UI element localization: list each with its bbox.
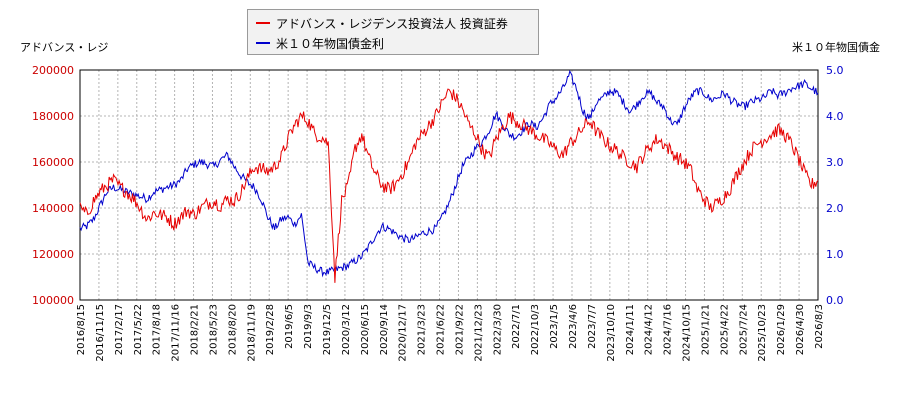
left-tick-label: 180000: [32, 110, 74, 123]
x-tick-label: 2016/11/15: [95, 304, 106, 362]
left-tick-label: 120000: [32, 248, 74, 261]
series-line-bond: [79, 69, 819, 278]
x-tick-label: 2019/12/5: [322, 304, 333, 355]
x-tick-label: 2026/1/29: [776, 304, 787, 355]
legend-item-stock: アドバンス・レジデンス投資法人 投資証券: [256, 14, 508, 32]
x-tick-label: 2020/12/17: [398, 304, 409, 362]
x-tick-label: 2021/3/23: [417, 304, 428, 355]
x-tick-label: 2017/11/16: [171, 304, 182, 362]
left-axis-title: アドバンス・レジ: [20, 41, 109, 54]
left-tick-label: 160000: [32, 156, 74, 169]
right-axis-title: 米１０年物国債金: [792, 41, 880, 54]
x-tick-label: 2025/10/23: [757, 304, 768, 362]
legend-item-bond: 米１０年物国債金利: [256, 34, 384, 52]
chart-legend: アドバンス・レジデンス投資法人 投資証券 米１０年物国債金利: [247, 9, 539, 55]
x-tick-label: 2023/1/5: [549, 304, 560, 349]
legend-swatch-bond: [256, 42, 270, 44]
x-tick-label: 2018/11/19: [246, 304, 257, 362]
x-tick-label: 2024/1/11: [625, 304, 636, 355]
x-tick-label: 2017/8/18: [152, 304, 163, 355]
x-tick-label: 2025/4/22: [719, 304, 730, 355]
x-tick-label: 2024/4/12: [644, 304, 655, 355]
right-tick-label: 2.0: [826, 202, 844, 215]
x-tick-label: 2019/9/3: [303, 304, 314, 349]
right-tick-label: 5.0: [826, 64, 844, 77]
x-tick-label: 2019/6/5: [284, 304, 295, 349]
x-tick-label: 2021/12/23: [473, 304, 484, 362]
x-tick-label: 2018/5/23: [208, 304, 219, 355]
x-tick-label: 2017/2/17: [114, 304, 125, 355]
left-tick-label: 200000: [32, 64, 74, 77]
x-tick-label: 2022/7/1: [511, 304, 522, 349]
left-tick-label: 140000: [32, 202, 74, 215]
x-tick-label: 2023/10/10: [606, 304, 617, 362]
plot-frame: [79, 69, 819, 301]
grid-lines: [79, 69, 819, 301]
x-tick-label: 2023/4/6: [568, 304, 579, 349]
legend-label-bond: 米１０年物国債金利: [276, 36, 385, 51]
x-tick-label: 2020/3/12: [341, 304, 352, 355]
x-tick-label: 2017/5/22: [133, 304, 144, 355]
legend-label-stock: アドバンス・レジデンス投資法人 投資証券: [276, 16, 508, 31]
x-axis: 2016/8/15 2016/11/15 2017/2/17 2017/5/22 201…: [76, 304, 825, 362]
x-tick-label: 2021/6/22: [436, 304, 447, 355]
x-tick-label: 2022/10/3: [530, 304, 541, 355]
x-tick-label: 2024/7/16: [663, 304, 674, 355]
x-tick-label: 2025/7/24: [738, 304, 749, 355]
x-tick-label: 2026/4/30: [795, 304, 806, 355]
x-tick-label: 2022/3/30: [492, 304, 503, 355]
x-tick-label: 2020/6/15: [360, 304, 371, 355]
right-tick-label: 0.0: [826, 294, 844, 307]
x-tick-label: 2018/8/20: [227, 304, 238, 355]
left-tick-label: 100000: [32, 294, 74, 307]
x-tick-label: 2025/1/21: [700, 304, 711, 355]
left-axis: 100000 120000 140000 160000 180000 200000: [32, 64, 74, 307]
x-tick-label: 2020/9/14: [379, 304, 390, 355]
x-tick-label: 2016/8/15: [76, 304, 87, 355]
right-tick-label: 1.0: [826, 248, 844, 261]
right-axis: 0.0 1.0 2.0 3.0 4.0 5.0: [826, 64, 844, 307]
x-tick-label: 2026/8/3: [814, 304, 825, 349]
x-tick-label: 2018/2/21: [190, 304, 201, 355]
legend-swatch-stock: [256, 22, 270, 24]
right-tick-label: 3.0: [826, 156, 844, 169]
x-tick-label: 2023/7/7: [587, 304, 598, 349]
series-line-stock: [79, 88, 819, 283]
right-tick-label: 4.0: [826, 110, 844, 123]
x-tick-label: 2024/10/15: [682, 304, 693, 362]
x-tick-label: 2019/2/28: [265, 304, 276, 355]
x-tick-label: 2021/9/22: [454, 304, 465, 355]
plot-series: [79, 69, 819, 283]
